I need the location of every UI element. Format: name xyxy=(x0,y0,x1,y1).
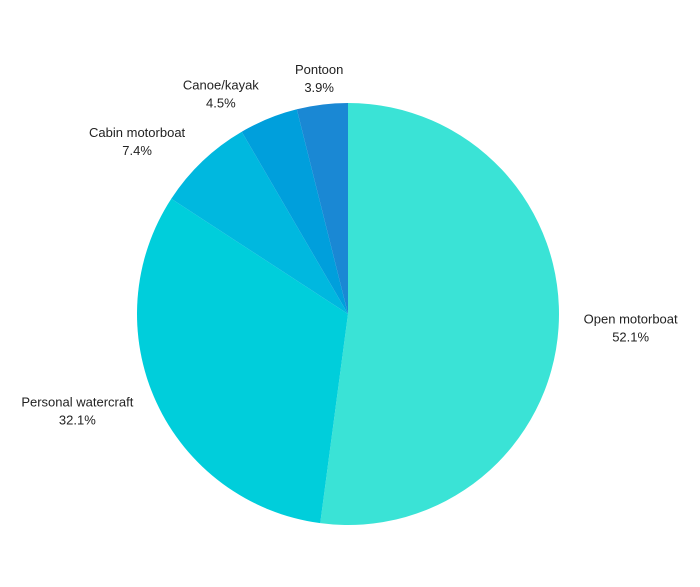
slice-label: Canoe/kayak 4.5% xyxy=(183,78,259,111)
slice-label-value: 7.4% xyxy=(122,143,152,158)
slice-label-name: Canoe/kayak xyxy=(183,78,259,93)
pie-slice xyxy=(171,131,348,314)
slice-label: Open motorboat 52.1% xyxy=(584,312,678,345)
slice-label-name: Open motorboat xyxy=(584,312,678,327)
slice-label-name: Personal watercraft xyxy=(21,395,133,410)
slice-label-name: Pontoon xyxy=(295,62,343,77)
slice-label-value: 4.5% xyxy=(206,96,236,111)
slice-label-value: 52.1% xyxy=(612,330,649,345)
slice-label-name: Cabin motorboat xyxy=(89,125,185,140)
pie-slice xyxy=(320,102,560,525)
pie-slice xyxy=(136,198,348,524)
slice-label: Pontoon 3.9% xyxy=(295,62,343,95)
slice-label: Cabin motorboat 7.4% xyxy=(89,125,185,158)
pie-slice xyxy=(241,109,348,315)
slice-label-value: 32.1% xyxy=(59,413,96,428)
slice-label: Personal watercraft 32.1% xyxy=(21,395,133,428)
slice-label-value: 3.9% xyxy=(304,80,334,95)
pie-slice xyxy=(296,103,348,314)
